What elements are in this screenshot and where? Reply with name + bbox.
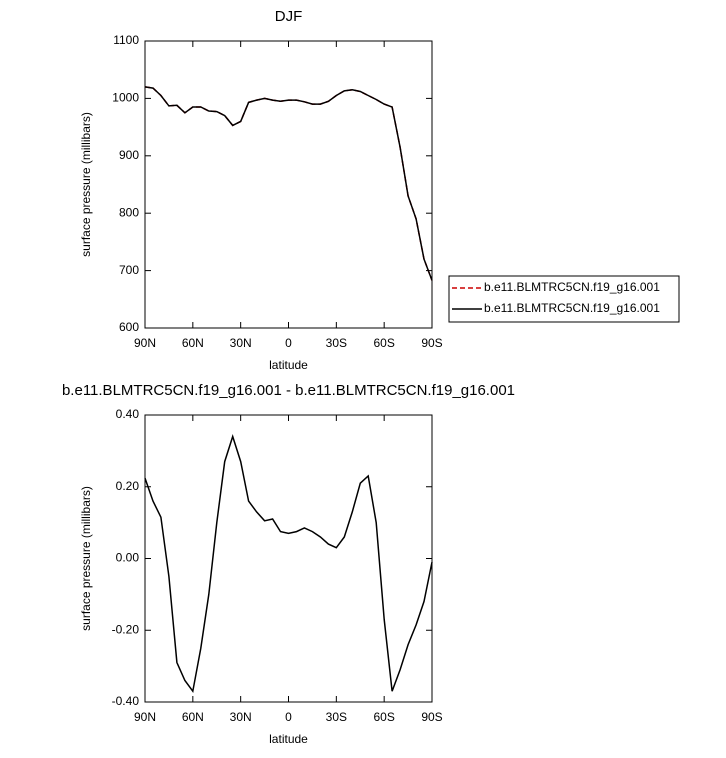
y-tick-label: 1100 <box>113 33 139 47</box>
x-tick-label: 0 <box>285 336 292 350</box>
plot-frame <box>144 414 433 703</box>
x-tick-label: 0 <box>285 710 292 724</box>
data-line <box>144 434 433 694</box>
legend-label: b.e11.BLMTRC5CN.f19_g16.001 <box>484 301 660 315</box>
x-axis-label: latitude <box>269 358 308 372</box>
y-axis-label: surface pressure (millibars) <box>79 486 93 631</box>
x-tick-label: 60S <box>373 336 394 350</box>
y-tick-label: -0.20 <box>112 622 140 636</box>
y-tick-label: 800 <box>119 205 139 219</box>
y-tick-label: 600 <box>119 320 139 334</box>
x-tick-label: 30N <box>230 336 252 350</box>
x-tick-label: 60N <box>182 710 204 724</box>
x-tick-label: 90S <box>421 336 442 350</box>
y-tick-label: 0.20 <box>116 479 140 493</box>
x-tick-label: 90N <box>134 710 156 724</box>
plot-frame <box>144 40 433 329</box>
y-tick-label: 0.40 <box>116 407 140 421</box>
legend-box <box>448 275 680 323</box>
y-tick-label: 1000 <box>112 91 139 105</box>
y-tick-label: -0.40 <box>112 694 140 708</box>
x-tick-label: 60S <box>373 710 394 724</box>
x-axis-label: latitude <box>269 732 308 746</box>
y-tick-label: 700 <box>119 263 139 277</box>
data-line <box>144 86 433 281</box>
x-tick-label: 60N <box>182 336 204 350</box>
chart-title: b.e11.BLMTRC5CN.f19_g16.001 - b.e11.BLMT… <box>62 382 515 399</box>
x-tick-label: 90N <box>134 336 156 350</box>
x-tick-label: 30S <box>326 710 347 724</box>
legend-label: b.e11.BLMTRC5CN.f19_g16.001 <box>484 280 660 294</box>
x-tick-label: 90S <box>421 710 442 724</box>
chart-title: DJF <box>275 8 303 25</box>
y-axis-label: surface pressure (millibars) <box>79 112 93 257</box>
y-tick-label: 0.00 <box>116 551 140 565</box>
y-tick-label: 900 <box>119 148 139 162</box>
x-tick-label: 30N <box>230 710 252 724</box>
x-tick-label: 30S <box>326 336 347 350</box>
data-line <box>144 86 433 281</box>
